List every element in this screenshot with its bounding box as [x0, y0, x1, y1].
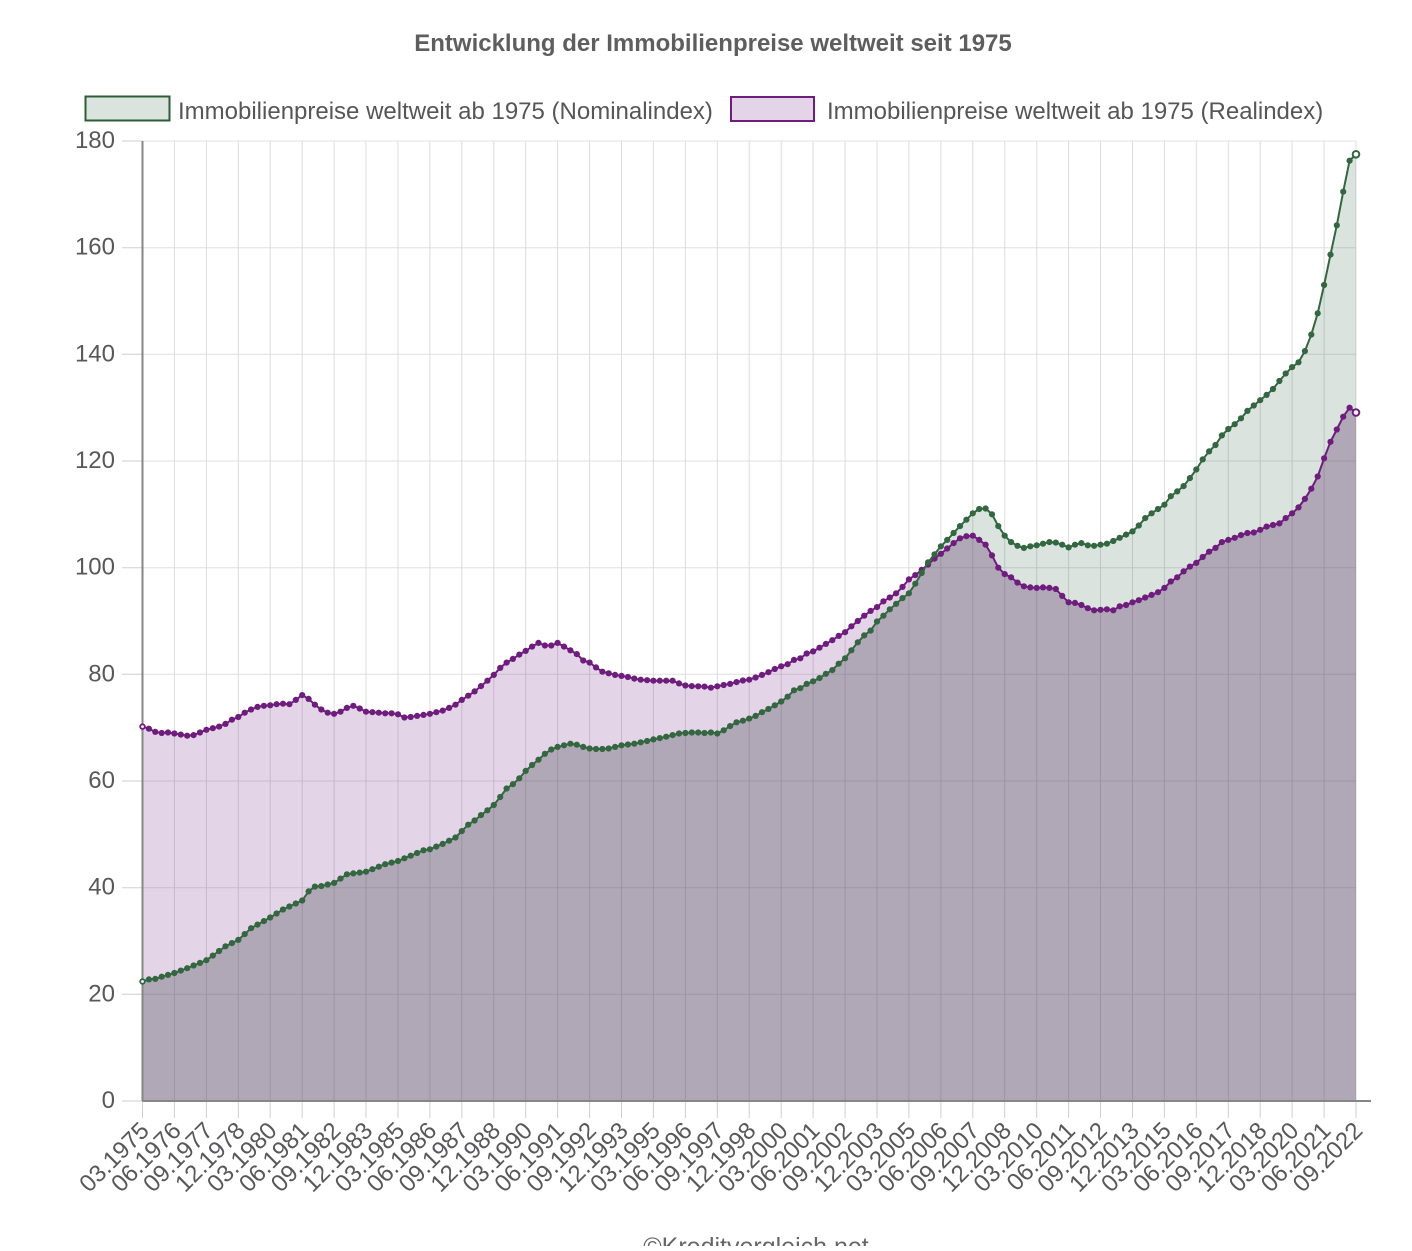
- svg-text:180: 180: [75, 127, 115, 154]
- svg-text:20: 20: [88, 980, 115, 1007]
- svg-text:160: 160: [75, 234, 115, 261]
- svg-text:©Kreditvergleich.net: ©Kreditvergleich.net: [643, 1233, 869, 1246]
- svg-text:Immobilienpreise weltweit ab 1: Immobilienpreise weltweit ab 1975 (Reali…: [827, 98, 1323, 125]
- svg-text:120: 120: [75, 447, 115, 474]
- svg-text:Immobilienpreise weltweit ab 1: Immobilienpreise weltweit ab 1975 (Nomin…: [178, 98, 713, 125]
- svg-text:40: 40: [88, 874, 115, 901]
- svg-text:0: 0: [102, 1087, 115, 1114]
- svg-text:60: 60: [88, 767, 115, 794]
- svg-text:100: 100: [75, 554, 115, 581]
- svg-text:80: 80: [88, 660, 115, 687]
- svg-text:140: 140: [75, 340, 115, 367]
- svg-text:Entwicklung der Immobilienprei: Entwicklung der Immobilienpreise weltwei…: [414, 30, 1012, 57]
